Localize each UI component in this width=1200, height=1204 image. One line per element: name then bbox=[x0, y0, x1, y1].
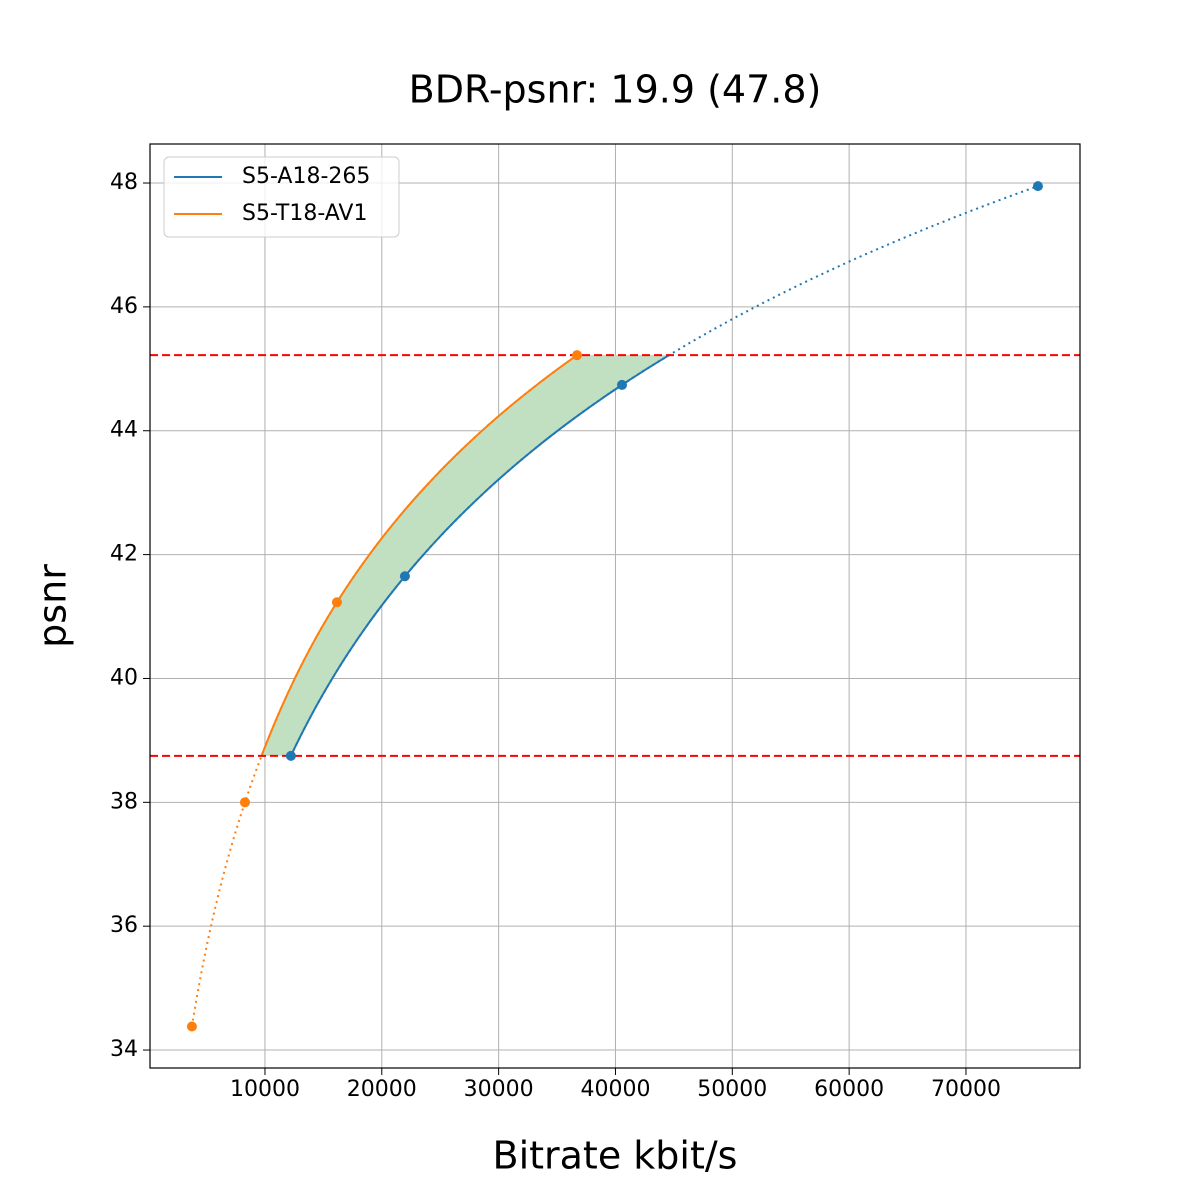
fit-curve bbox=[260, 354, 578, 757]
legend-box bbox=[163, 156, 400, 238]
x-tick-label: 50000 bbox=[697, 1077, 767, 1102]
y-tick-label: 34 bbox=[110, 1037, 138, 1062]
y-tick-label: 40 bbox=[110, 665, 138, 690]
point bbox=[285, 750, 296, 761]
bd-area bbox=[261, 355, 670, 756]
point bbox=[331, 597, 342, 608]
y-axis-label: psnr bbox=[31, 564, 75, 648]
point bbox=[186, 1021, 197, 1032]
x-tick-label: 70000 bbox=[931, 1077, 1001, 1102]
legend-label: S5-A18-265 bbox=[242, 164, 370, 189]
y-tick-label: 46 bbox=[110, 294, 138, 319]
legend-label: S5-T18-AV1 bbox=[242, 201, 367, 226]
x-tick-label: 30000 bbox=[464, 1077, 534, 1102]
point bbox=[617, 379, 628, 390]
y-tick-label: 38 bbox=[110, 789, 138, 814]
fit-curve bbox=[289, 354, 670, 757]
plot-frame bbox=[149, 143, 1081, 1069]
chart-title: BDR-psnr: 19.9 (47.8) bbox=[409, 68, 822, 112]
x-axis-label: Bitrate kbit/s bbox=[493, 1134, 738, 1178]
x-tick-label: 10000 bbox=[230, 1077, 300, 1102]
point bbox=[1032, 181, 1043, 192]
x-tick-label: 20000 bbox=[347, 1077, 417, 1102]
point bbox=[239, 797, 250, 808]
point bbox=[572, 350, 583, 361]
y-tick-label: 42 bbox=[110, 542, 138, 567]
plot-area bbox=[150, 181, 1080, 1032]
x-tick-label: 60000 bbox=[814, 1077, 884, 1102]
point bbox=[399, 571, 410, 582]
y-tick-label: 44 bbox=[110, 418, 138, 443]
y-tick-label: 48 bbox=[110, 170, 138, 195]
x-tick-label: 40000 bbox=[580, 1077, 650, 1102]
y-tick-label: 36 bbox=[110, 913, 138, 938]
